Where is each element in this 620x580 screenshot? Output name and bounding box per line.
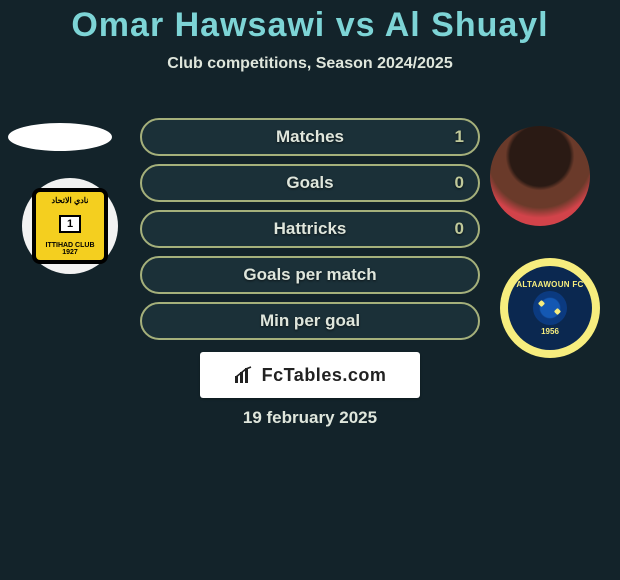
player-right-avatar	[490, 126, 590, 226]
stat-label: Matches	[276, 127, 344, 147]
stat-label: Min per goal	[260, 311, 360, 331]
footer-date: 19 february 2025	[0, 408, 620, 428]
stat-pills: Matches 1 Goals 0 Hattricks 0 Goals per …	[140, 118, 480, 340]
stat-row-goals: Goals 0	[140, 164, 480, 202]
stat-value-right: 0	[455, 173, 464, 193]
crest-right-name: ALTAAWOUN FC	[516, 280, 583, 289]
comparison-card: Omar Hawsawi vs Al Shuayl Club competiti…	[0, 0, 620, 580]
crest-left-number: 1	[59, 215, 81, 233]
stat-row-hattricks: Hattricks 0	[140, 210, 480, 248]
player-left-avatar	[8, 123, 112, 151]
club-crest-left: نادي الاتحاد 1 ITTIHAD CLUB 1927	[22, 178, 118, 274]
stat-label: Goals per match	[243, 265, 376, 285]
page-subtitle: Club competitions, Season 2024/2025	[0, 55, 620, 73]
crest-right-year: 1956	[541, 327, 559, 336]
stat-row-matches: Matches 1	[140, 118, 480, 156]
club-crest-right-badge: ALTAAWOUN FC 1956	[508, 266, 592, 350]
club-crest-right: ALTAAWOUN FC 1956	[500, 258, 600, 358]
source-badge: FcTables.com	[200, 352, 420, 398]
source-badge-text: FcTables.com	[262, 365, 387, 386]
crest-left-arabic: نادي الاتحاد	[52, 196, 89, 205]
crest-right-ball-icon	[533, 291, 567, 325]
stat-row-min-per-goal: Min per goal	[140, 302, 480, 340]
bar-chart-icon	[234, 366, 256, 384]
club-crest-left-badge: نادي الاتحاد 1 ITTIHAD CLUB 1927	[32, 188, 108, 264]
crest-left-year: 1927	[62, 249, 78, 256]
page-title: Omar Hawsawi vs Al Shuayl	[0, 0, 620, 45]
crest-left-caption: ITTIHAD CLUB 1927	[46, 242, 95, 256]
crest-left-name: ITTIHAD CLUB	[46, 242, 95, 249]
stat-value-right: 0	[455, 219, 464, 239]
stat-value-right: 1	[455, 127, 464, 147]
stat-label: Goals	[286, 173, 333, 193]
stat-row-goals-per-match: Goals per match	[140, 256, 480, 294]
stat-label: Hattricks	[274, 219, 347, 239]
